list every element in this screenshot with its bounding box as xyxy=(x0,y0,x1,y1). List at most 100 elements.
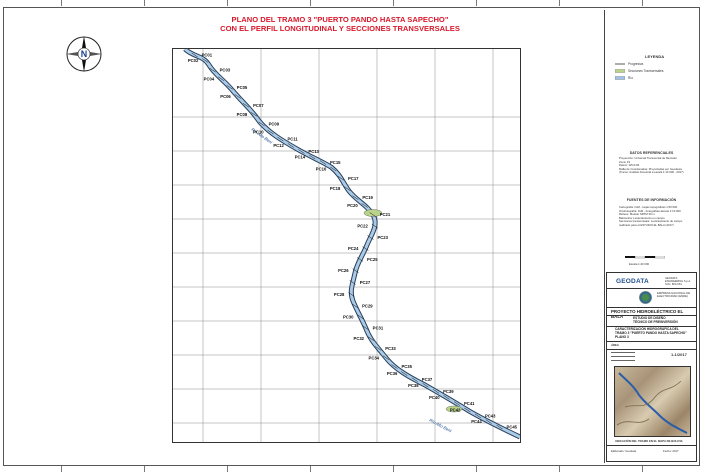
company-logo: GEODATA xyxy=(616,278,649,285)
section-tick xyxy=(411,377,418,382)
section-label: PC14 xyxy=(295,155,306,160)
company-sub: GEODATA ENGINEERING S.p.A. SUC. BOLIVIA xyxy=(665,277,691,287)
section-label: PC28 xyxy=(334,292,345,297)
section-tick xyxy=(382,355,390,360)
section-tick xyxy=(226,85,233,90)
section-label: PC29 xyxy=(362,303,373,308)
legend-item-label: Progresiva xyxy=(628,62,644,66)
section-tick xyxy=(352,268,359,273)
section-label: PC02 xyxy=(188,58,199,63)
legend-item-label: Secciones Transversales xyxy=(628,69,664,73)
section-tick xyxy=(309,154,316,160)
section-tick xyxy=(371,223,378,229)
section-tick xyxy=(202,58,209,63)
section-tick xyxy=(348,292,355,297)
section-label: PC11 xyxy=(287,137,298,142)
section-tick xyxy=(218,76,225,82)
datos-referenciales-title: DATOS REFERENCIALES xyxy=(629,151,674,155)
sheet-code: 1-1/2017 xyxy=(671,352,687,357)
inset-caption: UBICACIÓN DEL TRAMO EN EL MAPA DE BOLIVI… xyxy=(615,439,683,443)
section-label: PC17 xyxy=(348,176,359,181)
section-label: PC10 xyxy=(253,130,264,135)
section-tick xyxy=(496,424,503,430)
map-grid xyxy=(173,49,520,442)
fuentes-title: FUENTES DE INFORMACIÓN xyxy=(626,198,677,202)
section-tick xyxy=(267,129,274,135)
section-label: PC43 xyxy=(485,413,496,418)
section-tick xyxy=(369,212,376,217)
section-label: PC01 xyxy=(202,52,213,57)
ende-seal-icon xyxy=(639,291,652,304)
map-frame: Río Alto Beni Río Alto Beni PC01 PC02 PC03… xyxy=(172,48,521,443)
river-banks xyxy=(183,49,520,440)
section-tick xyxy=(401,371,408,376)
section-tick xyxy=(352,195,359,200)
sandbar xyxy=(363,209,383,217)
bottom-ruler xyxy=(3,466,700,473)
section-label: PC38 xyxy=(408,383,419,388)
section-label: PC23 xyxy=(377,235,388,240)
section-label: PC15 xyxy=(330,160,341,165)
north-arrow-icon: N xyxy=(66,36,102,72)
section-label: PC21 xyxy=(380,212,391,217)
section-label: PC24 xyxy=(348,246,359,251)
client-name: EMPRESA NACIONAL DE ELECTRICIDAD (ENDE) xyxy=(657,291,691,299)
section-tick xyxy=(319,160,327,165)
section-tick xyxy=(375,346,382,351)
legend-item: Progresiva xyxy=(615,62,643,66)
section-tick xyxy=(443,395,450,400)
section-tick xyxy=(362,325,369,331)
section-label: PC09 xyxy=(269,121,280,126)
map-title-line1: PLANO DEL TRAMO 3 "PUERTO PANDO HASTA SA… xyxy=(231,15,449,24)
section-label: PC16 xyxy=(316,166,327,171)
section-tick xyxy=(287,143,294,148)
section-tick xyxy=(357,314,364,320)
section-tick xyxy=(209,67,216,73)
section-label: PC12 xyxy=(273,143,284,148)
section-tick xyxy=(485,419,492,424)
section-tick xyxy=(361,203,368,208)
legend-title: LEYENDA xyxy=(645,54,665,59)
map-title-line2: CON EL PERFIL LONGITUDINAL Y SECCIONES T… xyxy=(220,24,460,33)
top-ruler xyxy=(3,0,700,7)
section-label: PC25 xyxy=(367,257,378,262)
sandbar xyxy=(445,405,463,413)
section-tick xyxy=(330,166,337,172)
footer-right: Fecha: 2017 xyxy=(663,449,679,453)
section-tick xyxy=(474,413,482,419)
section-tick xyxy=(298,149,305,154)
section-label: PC32 xyxy=(354,336,365,341)
section-label: PC30 xyxy=(343,314,354,319)
outer-frame xyxy=(3,7,700,466)
project-name: PROYECTO HIDROELÉCTRICO EL BALA xyxy=(611,309,684,319)
footer-left: Elaborado: Geodata xyxy=(611,449,637,453)
section-label: PC13 xyxy=(308,149,319,154)
info-panel: LEYENDA Progresiva Secciones Transversal… xyxy=(604,10,697,463)
section-label: PC31 xyxy=(373,325,384,330)
location-inset-map xyxy=(614,366,691,437)
scale-text: Escala 1:40 000 xyxy=(629,262,650,266)
section-label: PC35 xyxy=(401,364,412,369)
section-label: PC08 xyxy=(237,112,248,117)
section-label: PC05 xyxy=(237,85,248,90)
title-block: GEODATA GEODATA ENGINEERING S.p.A. SUC. … xyxy=(606,272,697,462)
section-label: PC06 xyxy=(220,94,231,99)
section-tick xyxy=(367,336,375,341)
section-label: PC40 xyxy=(429,395,440,400)
section-label: PC36 xyxy=(387,371,398,376)
section-label: PC22 xyxy=(357,224,368,229)
section-tick xyxy=(191,52,198,58)
section-tick xyxy=(367,235,374,240)
section-tick xyxy=(391,364,398,369)
section-tick xyxy=(351,303,359,309)
section-tick xyxy=(234,94,241,99)
section-label: PC03 xyxy=(220,68,231,73)
section-label: PC07 xyxy=(253,103,264,108)
legend-item: Secciones Transversales xyxy=(615,69,663,73)
section-label: PC27 xyxy=(360,280,371,285)
section-label: PC19 xyxy=(362,195,373,200)
scale-bar xyxy=(625,256,665,259)
north-label: N xyxy=(81,49,88,59)
